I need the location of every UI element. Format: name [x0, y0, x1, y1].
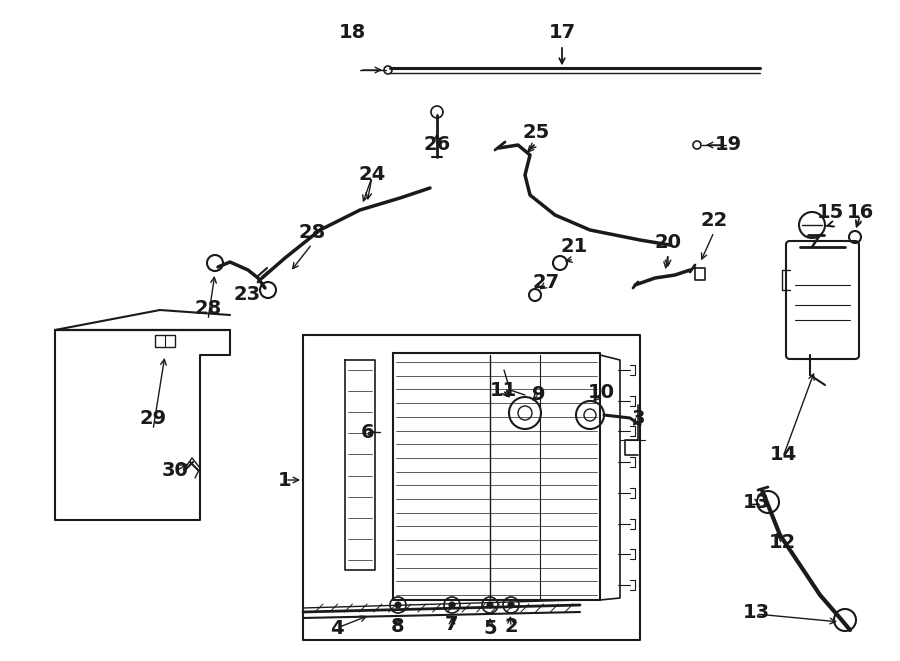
Text: 17: 17	[548, 22, 576, 42]
Text: 3: 3	[631, 408, 644, 428]
Text: 19: 19	[715, 136, 742, 155]
Text: 15: 15	[816, 204, 843, 223]
Text: 10: 10	[588, 383, 615, 403]
Text: 25: 25	[522, 124, 550, 143]
Text: 9: 9	[532, 385, 545, 403]
Text: 11: 11	[490, 381, 517, 399]
Text: 16: 16	[846, 204, 874, 223]
Text: 26: 26	[423, 136, 451, 155]
Text: 12: 12	[769, 533, 796, 551]
Text: 4: 4	[330, 619, 344, 637]
Circle shape	[487, 602, 493, 608]
Text: 22: 22	[700, 210, 727, 229]
Text: 2: 2	[504, 617, 518, 637]
Bar	[155, 335, 175, 347]
Text: 5: 5	[483, 619, 497, 637]
Text: 28: 28	[194, 299, 221, 317]
Text: 20: 20	[654, 233, 681, 251]
Text: 18: 18	[338, 22, 365, 42]
Text: 29: 29	[140, 408, 166, 428]
Circle shape	[449, 602, 455, 608]
Text: 13: 13	[742, 603, 770, 623]
Text: 27: 27	[533, 274, 560, 293]
Circle shape	[508, 602, 514, 608]
Text: 1: 1	[278, 471, 292, 490]
Circle shape	[395, 602, 401, 608]
Text: 13: 13	[742, 494, 770, 512]
Text: 21: 21	[561, 237, 588, 256]
Text: 14: 14	[770, 446, 796, 465]
Text: 28: 28	[299, 223, 326, 241]
Text: 24: 24	[358, 165, 385, 184]
Text: 6: 6	[361, 422, 374, 442]
Text: 7: 7	[446, 615, 459, 635]
Text: 23: 23	[233, 284, 261, 303]
Text: 30: 30	[162, 461, 188, 479]
Text: 8: 8	[392, 617, 405, 637]
